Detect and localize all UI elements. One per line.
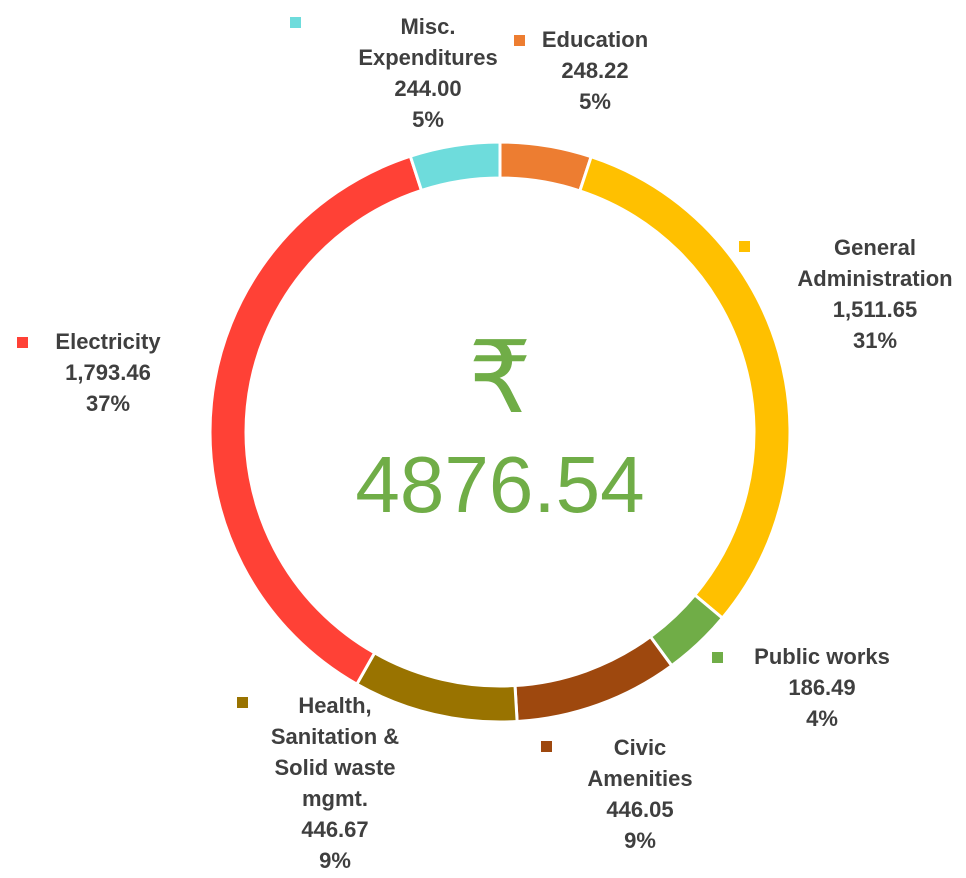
value-label: 446.05 xyxy=(606,797,674,822)
percent-label: 9% xyxy=(624,828,656,853)
center-total: 4876.54 xyxy=(355,440,644,529)
percent-label: 37% xyxy=(85,391,131,416)
percent-label: 9% xyxy=(319,848,351,873)
category-label: Civic Amenities xyxy=(587,735,693,791)
legend-marker xyxy=(739,241,750,252)
legend-marker xyxy=(712,652,723,663)
value-label: 244.00 xyxy=(394,76,462,101)
data-label: Misc. Expenditures 244.00 5% xyxy=(343,11,513,135)
donut-segment xyxy=(513,634,674,724)
donut-segment xyxy=(577,154,792,621)
data-label: Education 248.22 5% xyxy=(515,24,675,117)
value-label: 446.67 xyxy=(301,817,369,842)
category-label: Misc. Expenditures xyxy=(358,14,498,70)
legend-marker xyxy=(290,17,301,28)
percent-label: 5% xyxy=(579,89,611,114)
donut-segment xyxy=(208,154,424,687)
value-label: 1,793.46 xyxy=(65,360,151,385)
percent-label: 5% xyxy=(412,107,444,132)
data-label: Public works 186.49 4% xyxy=(722,641,922,734)
value-label: 248.22 xyxy=(561,58,629,83)
percent-label: 4% xyxy=(806,706,838,731)
category-label: Health, Sanitation & Solid waste mgmt. xyxy=(270,693,400,811)
data-label: Health, Sanitation & Solid waste mgmt. 44… xyxy=(250,690,420,876)
legend-marker xyxy=(237,697,248,708)
category-label: Public works xyxy=(754,644,890,669)
value-label: 1,511.65 xyxy=(832,297,918,322)
data-label: General Administration 1,511.65 31% xyxy=(785,232,965,356)
donut-segment xyxy=(408,140,502,193)
legend-marker xyxy=(17,337,28,348)
category-label: Education xyxy=(541,27,649,52)
category-label: Electricity xyxy=(55,329,161,354)
data-label: Electricity 1,793.46 37% xyxy=(28,326,188,419)
donut-segment xyxy=(498,140,594,193)
center-symbol: ₹ xyxy=(468,322,532,434)
category-label: General Administration xyxy=(797,235,953,291)
percent-label: 31% xyxy=(852,328,898,353)
value-label: 186.49 xyxy=(788,675,856,700)
legend-marker xyxy=(541,741,552,752)
legend-marker xyxy=(514,35,525,46)
data-label: Civic Amenities 446.05 9% xyxy=(570,732,710,856)
